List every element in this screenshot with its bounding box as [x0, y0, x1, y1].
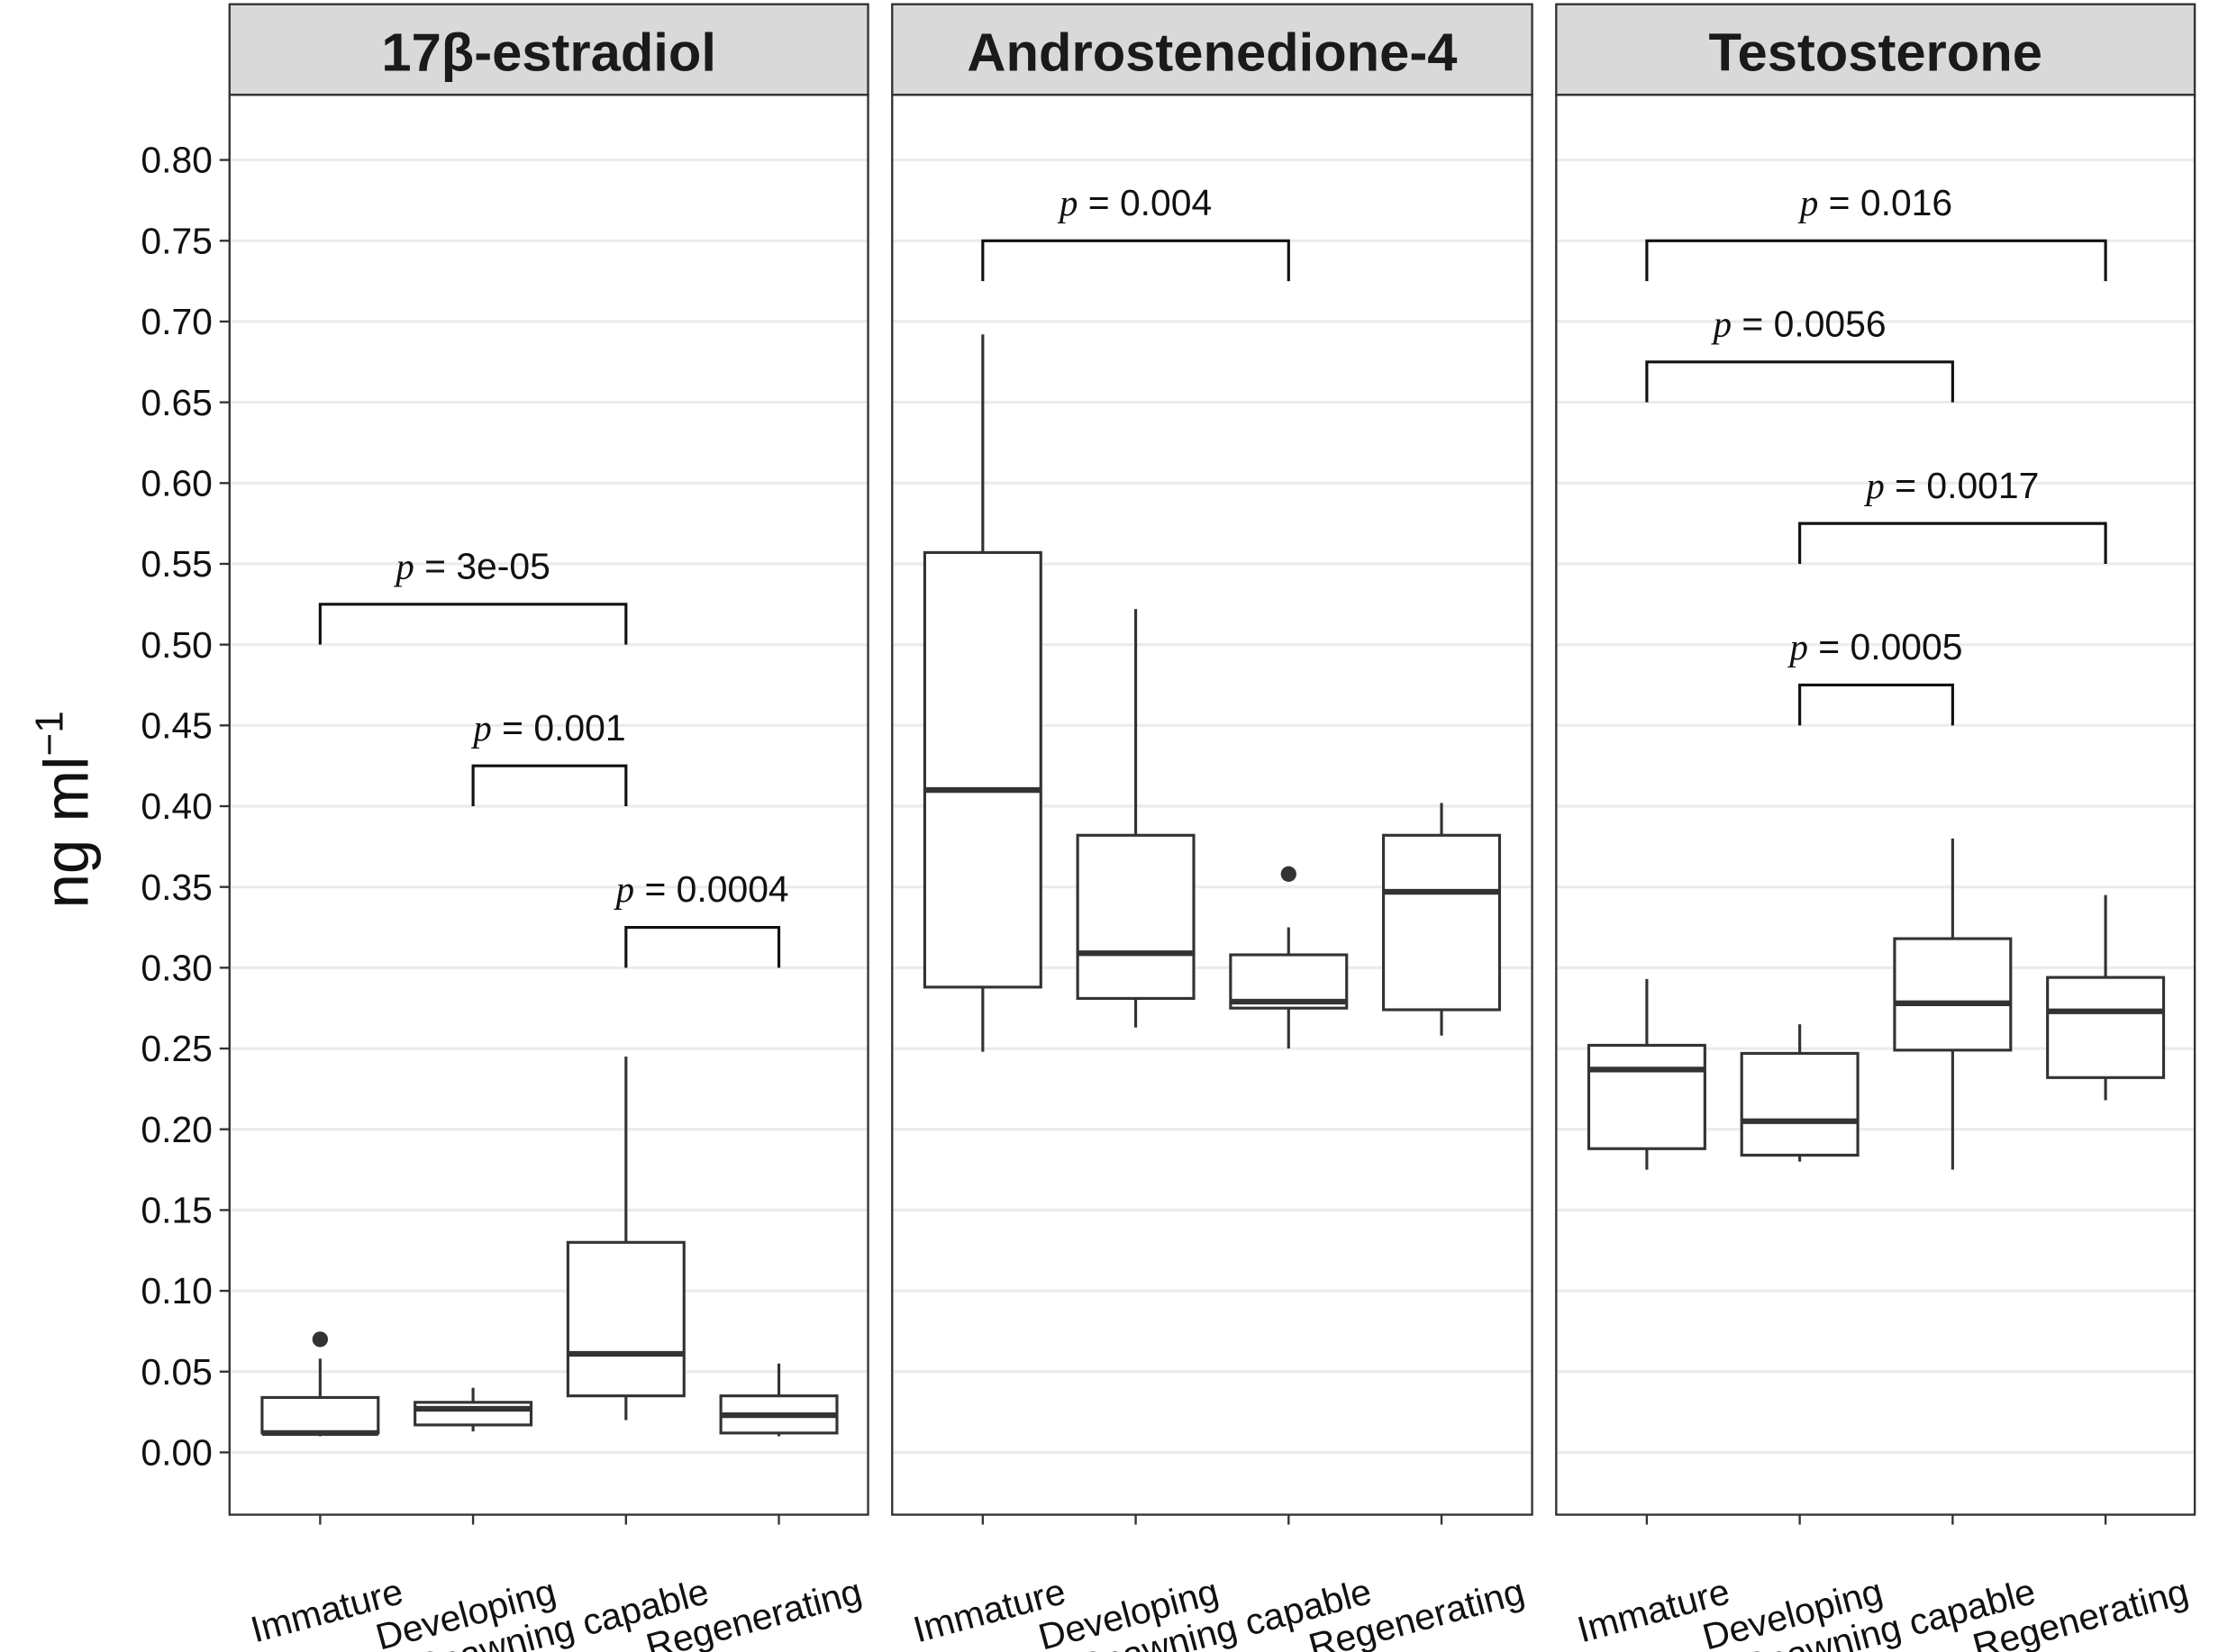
p-value: = 0.004 — [1078, 182, 1212, 223]
y-tick-label: 0.75 — [141, 220, 213, 261]
outlier-point — [1280, 866, 1296, 882]
p-value: = 3e-05 — [414, 546, 550, 587]
y-tick-label: 0.65 — [141, 382, 213, 423]
box-immature — [1587, 978, 1706, 1170]
box-developing — [1740, 1024, 1860, 1162]
box-iqr — [1740, 1051, 1860, 1157]
bracket-line — [981, 239, 1290, 282]
significance-bracket: p = 0.0017 — [1798, 465, 2107, 564]
significance-bracket: p = 0.001 — [470, 707, 628, 806]
significance-bracket: p = 0.0056 — [1645, 303, 1954, 403]
p-value-label: p = 0.004 — [1057, 182, 1212, 223]
bracket-line — [1645, 239, 2107, 282]
facet-strip — [228, 3, 869, 96]
box-iqr — [2046, 976, 2166, 1079]
box-iqr — [260, 1395, 380, 1435]
box-regenerating — [719, 1363, 839, 1437]
p-value-label: p = 0.0004 — [614, 868, 789, 910]
panel-border — [891, 94, 1533, 1516]
box-regenerating — [2046, 894, 2166, 1101]
y-axis-label-superscript: −1 — [27, 711, 71, 756]
y-tick-label: 0.20 — [141, 1109, 213, 1150]
bracket-line — [1645, 360, 1954, 403]
y-tick-label: 0.35 — [141, 867, 213, 908]
box-immature — [260, 1331, 380, 1437]
y-tick-label: 0.00 — [141, 1432, 213, 1474]
p-value-label: p = 0.0017 — [1863, 465, 2039, 506]
y-axis-label: ng ml−1 — [27, 711, 101, 908]
y-tick-label: 0.70 — [141, 301, 213, 342]
p-value-label: p = 0.0056 — [1711, 303, 1887, 344]
y-tick-label: 0.55 — [141, 543, 213, 585]
outlier-point — [312, 1331, 329, 1348]
y-tick-label: 0.15 — [141, 1190, 213, 1231]
y-tick-label: 0.30 — [141, 947, 213, 988]
box-developing — [414, 1387, 533, 1432]
y-tick-label: 0.50 — [141, 624, 213, 666]
y-tick-label: 0.05 — [141, 1351, 213, 1393]
box-spawning-capable — [1893, 838, 2013, 1170]
p-value: = 0.0005 — [1808, 626, 1963, 667]
y-axis-label-text: ng ml — [32, 756, 102, 908]
y-tick-label: 0.25 — [141, 1028, 213, 1069]
p-value: = 0.001 — [492, 707, 626, 749]
box-iqr — [1382, 833, 1502, 1012]
box-iqr — [566, 1240, 686, 1398]
facet-strip — [891, 3, 1533, 96]
y-tick-label: 0.10 — [141, 1270, 213, 1312]
significance-bracket: p = 3e-05 — [318, 546, 628, 645]
box-developing — [1076, 609, 1196, 1028]
bracket-line — [624, 925, 781, 968]
box-regenerating — [1382, 803, 1502, 1036]
p-symbol: p — [393, 547, 414, 587]
panel-border — [1555, 94, 2196, 1516]
bracket-line — [1798, 522, 2107, 564]
p-symbol: p — [614, 869, 634, 910]
significance-bracket: p = 0.0005 — [1787, 626, 1963, 726]
box-spawning-capable — [1229, 866, 1349, 1049]
box-iqr — [414, 1401, 533, 1427]
box-iqr — [1893, 937, 2013, 1052]
bracket-line — [471, 764, 628, 806]
box-iqr — [1076, 833, 1196, 1001]
box-iqr — [1587, 1043, 1706, 1150]
panel-border — [228, 94, 869, 1516]
p-symbol: p — [470, 708, 491, 749]
box-spawning-capable — [566, 1056, 686, 1421]
p-symbol: p — [1711, 304, 1732, 344]
p-value: = 0.0017 — [1885, 465, 2040, 506]
y-tick-label: 0.45 — [141, 704, 213, 746]
box-immature — [923, 334, 1042, 1052]
p-symbol: p — [1787, 627, 1808, 667]
facet-title: Testosterone — [1708, 23, 2042, 83]
panel-2: Androstenedione-4p = 0.004ImmatureDevelo… — [891, 3, 1533, 1652]
y-tick-label: 0.40 — [141, 785, 213, 827]
box-iqr — [923, 550, 1042, 989]
significance-bracket: p = 0.0004 — [614, 868, 789, 968]
p-value: = 0.0004 — [634, 868, 789, 910]
p-value-label: p = 3e-05 — [393, 546, 550, 587]
p-value: = 0.016 — [1818, 182, 1952, 223]
facet-title: 17β-estradiol — [381, 23, 716, 83]
facet-title: Androstenedione-4 — [967, 23, 1457, 83]
p-value-label: p = 0.0005 — [1787, 626, 1963, 667]
p-value-label: p = 0.016 — [1797, 182, 1952, 223]
p-symbol: p — [1797, 183, 1818, 223]
y-tick-label: 0.60 — [141, 462, 213, 504]
bracket-line — [1798, 683, 1954, 726]
y-tick-label: 0.80 — [141, 140, 213, 181]
p-symbol: p — [1057, 183, 1078, 223]
p-symbol: p — [1863, 466, 1884, 506]
p-value-label: p = 0.001 — [470, 707, 625, 749]
bracket-line — [318, 603, 628, 645]
p-value: = 0.0056 — [1732, 303, 1887, 344]
significance-bracket: p = 0.004 — [981, 182, 1290, 282]
significance-bracket: p = 0.016 — [1645, 182, 2107, 282]
